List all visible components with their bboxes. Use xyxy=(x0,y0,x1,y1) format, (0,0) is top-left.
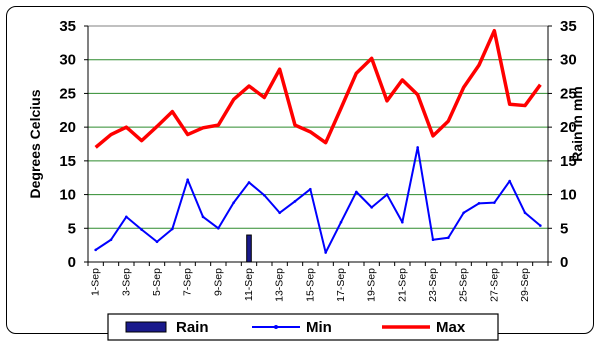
x-tick-label: 21-Sep xyxy=(396,268,408,302)
y-tick-label: 10 xyxy=(59,187,76,204)
right-axis-ticks: 0 5 10 15 20 25 30 35 xyxy=(547,18,577,271)
y2-tick-label: 20 xyxy=(560,119,577,136)
y-tick-label: 5 xyxy=(68,220,76,237)
x-tick-label: 1-Sep xyxy=(90,268,102,296)
min-point xyxy=(278,211,281,215)
min-point xyxy=(355,190,358,194)
min-point xyxy=(293,200,297,203)
series-lines xyxy=(94,28,542,254)
gridlines xyxy=(88,59,548,229)
min-point xyxy=(416,146,419,149)
min-point xyxy=(324,251,327,254)
min-point xyxy=(94,248,97,252)
min-point xyxy=(339,220,343,224)
min-point xyxy=(462,211,465,215)
min-point xyxy=(186,178,189,182)
rain-bars xyxy=(246,234,252,263)
x-tick-label: 15-Sep xyxy=(304,268,316,302)
min-point xyxy=(539,224,542,227)
min-point xyxy=(370,206,373,209)
x-tick-label: 19-Sep xyxy=(366,268,378,302)
min-point xyxy=(263,193,266,197)
y2-axis-label: Rain in mm xyxy=(569,86,585,161)
min-point xyxy=(247,181,251,184)
x-tick-label: 13-Sep xyxy=(274,268,286,302)
x-tick-label: 27-Sep xyxy=(488,268,500,302)
series-line-min xyxy=(95,146,541,254)
min-point xyxy=(309,187,312,191)
rain-bar xyxy=(246,234,252,263)
x-tick-label: 25-Sep xyxy=(458,268,470,302)
x-tick-label: 23-Sep xyxy=(427,268,439,302)
min-point xyxy=(401,220,404,224)
y-tick-label: 0 xyxy=(68,254,76,271)
legend-box xyxy=(107,313,499,341)
x-tick-label: 29-Sep xyxy=(519,268,531,302)
x-tick-label: 5-Sep xyxy=(151,268,163,296)
legend-label-min: Min xyxy=(306,319,332,336)
min-point xyxy=(477,202,481,205)
y-tick-label: 25 xyxy=(59,85,76,102)
legend-swatch-rain xyxy=(125,321,167,333)
min-point xyxy=(125,215,128,219)
min-point xyxy=(171,227,174,231)
min-point xyxy=(140,228,143,231)
x-tick-label: 3-Sep xyxy=(120,268,132,296)
min-point xyxy=(385,193,389,196)
y-tick-label: 20 xyxy=(59,119,76,136)
legend-label-max: Max xyxy=(436,319,466,336)
min-point xyxy=(523,211,527,215)
y-tick-label: 35 xyxy=(59,18,76,35)
y2-tick-label: 35 xyxy=(560,18,577,35)
min-point xyxy=(109,238,113,242)
left-axis-ticks: 0 5 10 15 20 25 30 35 xyxy=(59,18,548,271)
y-tick-label: 15 xyxy=(59,153,76,170)
y2-tick-label: 25 xyxy=(560,85,577,102)
x-tick-label: 9-Sep xyxy=(212,268,224,296)
x-tick-label: 11-Sep xyxy=(243,268,255,301)
min-point xyxy=(232,201,235,204)
x-tick-label: 17-Sep xyxy=(335,268,347,302)
legend: Rain Min Max xyxy=(107,313,499,341)
series-line-max xyxy=(94,28,542,149)
x-tick-label: 7-Sep xyxy=(182,268,194,296)
x-axis-ticks: 1-Sep 3-Sep 5-Sep 7-Sep 9-Sep 11-Sep 13-Sep 15-… xyxy=(87,262,549,302)
y-tick-label: 30 xyxy=(59,52,76,69)
y-axis-label: Degrees Celcius xyxy=(27,89,43,198)
y2-tick-label: 0 xyxy=(560,254,568,271)
min-point xyxy=(508,179,511,183)
y2-tick-label: 15 xyxy=(560,153,577,170)
legend-marker-min xyxy=(274,325,278,329)
min-point xyxy=(155,240,159,244)
y2-tick-label: 10 xyxy=(560,187,577,204)
min-point xyxy=(201,215,205,219)
min-point xyxy=(217,226,220,230)
y2-tick-label: 30 xyxy=(560,52,577,69)
min-point xyxy=(431,238,435,242)
legend-label-rain: Rain xyxy=(176,319,209,336)
y2-tick-label: 5 xyxy=(560,220,568,237)
min-point xyxy=(493,201,496,204)
min-point xyxy=(447,236,450,240)
